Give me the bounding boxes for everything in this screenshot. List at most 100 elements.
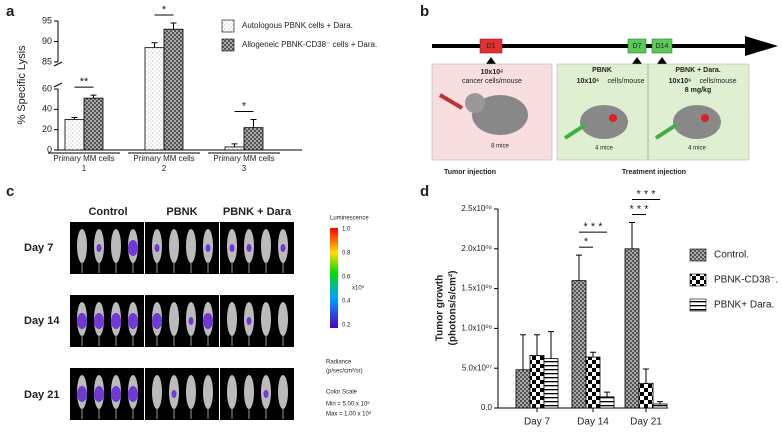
bar <box>599 396 615 409</box>
panel-label: a <box>6 3 15 20</box>
mouse <box>227 375 237 409</box>
colorbar-tick: 0.8 <box>342 251 351 257</box>
error-bar <box>250 119 257 128</box>
bar <box>638 382 654 409</box>
x-tick-label: Primary MM cells 3 <box>213 154 275 173</box>
error-bar <box>629 222 635 249</box>
y-tick-label: 5.0x10⁰⁷ <box>462 363 492 372</box>
bar <box>163 28 184 151</box>
error-bar <box>604 391 610 397</box>
significance: * <box>242 100 247 112</box>
y-axis-label: Tumor growth <box>435 275 446 341</box>
colorbar-tick: 0.2 <box>342 323 351 329</box>
signal <box>246 317 252 325</box>
row-header: Day 7 <box>24 242 53 254</box>
dose-unit: cells/mouse <box>700 78 737 85</box>
error-bar <box>151 42 158 48</box>
legend-swatch <box>689 298 707 312</box>
bar <box>515 369 531 409</box>
y-tick-label: 95 <box>42 15 52 25</box>
mouse <box>227 302 237 336</box>
dose: 10x10⁶ <box>577 78 600 85</box>
panel-label: c <box>6 183 14 200</box>
y-tick-label: 20 <box>42 124 52 134</box>
y-tick-label: 0 <box>47 144 52 154</box>
signal <box>152 313 162 329</box>
column-header: PBNK <box>166 206 197 218</box>
legend-swatch <box>221 38 235 52</box>
signal <box>77 386 87 402</box>
x-label-box: Primary MM cells 3 <box>213 154 275 173</box>
scale: Min = 5.00 x 10⁶ <box>326 401 370 408</box>
mouse <box>278 302 288 336</box>
legend-label: PBNK+ Dara. <box>714 300 774 311</box>
legend-label: Allogeneic PBNK-CD38⁻ cells + Dara. <box>242 40 377 49</box>
column-header: Control <box>88 206 127 218</box>
panel-label: d <box>420 183 429 200</box>
legend-swatch <box>221 19 235 33</box>
dose-unit: cancer cells/mouse <box>462 78 522 85</box>
scale: Color Scale <box>326 390 358 396</box>
signal <box>280 244 286 252</box>
signal <box>111 313 121 329</box>
error-bar <box>643 368 649 384</box>
bar <box>243 127 264 151</box>
column-header: PBNK + Dara <box>223 206 292 218</box>
caption: Tumor injection <box>444 169 496 176</box>
error-bar <box>590 351 596 358</box>
x-tick-label: Primary MM cells 1 <box>53 154 115 173</box>
legend-label: PBNK-CD38⁻. <box>714 275 778 286</box>
x-tick-label: Day 21 <box>630 417 662 428</box>
mouse <box>186 375 196 409</box>
signal <box>246 244 252 252</box>
error-bar <box>534 334 540 356</box>
mouse <box>278 375 288 409</box>
signal <box>128 386 138 402</box>
day-label: D7 <box>633 43 642 50</box>
mouse <box>203 375 213 409</box>
signal <box>111 386 121 402</box>
bar <box>624 248 640 409</box>
error-bar <box>231 143 238 147</box>
significance: * * * <box>637 188 657 200</box>
mouse <box>111 229 121 263</box>
signal <box>77 313 87 329</box>
legend-swatch <box>689 273 707 287</box>
day-label: D14 <box>656 43 669 50</box>
error-bar <box>520 334 526 370</box>
x-label-box: Primary MM cells 1 <box>53 154 115 173</box>
row-header: Day 21 <box>24 389 59 401</box>
signal <box>188 317 194 325</box>
bar <box>83 97 104 151</box>
legend-swatch <box>689 248 707 262</box>
y-tick-label: 0.0 <box>481 403 493 412</box>
bar <box>529 355 545 409</box>
significance: * <box>584 236 589 248</box>
signal <box>203 313 213 329</box>
signal <box>96 244 102 252</box>
error-bar <box>71 116 78 120</box>
bar <box>652 403 668 409</box>
error-bar <box>657 401 663 405</box>
error-bar <box>576 254 582 281</box>
signal <box>263 390 269 398</box>
mouse <box>244 375 254 409</box>
y-tick-label: 85 <box>42 56 52 66</box>
colorbar-title: Luminescence <box>330 216 369 222</box>
day-label: D1 <box>487 43 496 50</box>
x-tick-label: Day 7 <box>524 417 551 428</box>
radiance: (p/sec/cm²/sr) <box>326 369 363 375</box>
timeline <box>431 36 778 161</box>
signal <box>171 390 177 398</box>
signal <box>154 244 160 252</box>
significance: ** <box>80 76 89 88</box>
signal <box>229 244 235 252</box>
y-tick-label: 2.0x10⁰⁸ <box>461 244 492 253</box>
mice-count: 4 mice <box>595 146 613 152</box>
mouse <box>169 302 179 336</box>
legend-label: Control. <box>714 250 749 261</box>
y-axis-label: % Specific Lysis <box>16 45 28 125</box>
scale: Max = 1.00 x 10⁹ <box>326 411 372 418</box>
y-tick-label: 2.5x10⁰⁸ <box>461 204 492 213</box>
